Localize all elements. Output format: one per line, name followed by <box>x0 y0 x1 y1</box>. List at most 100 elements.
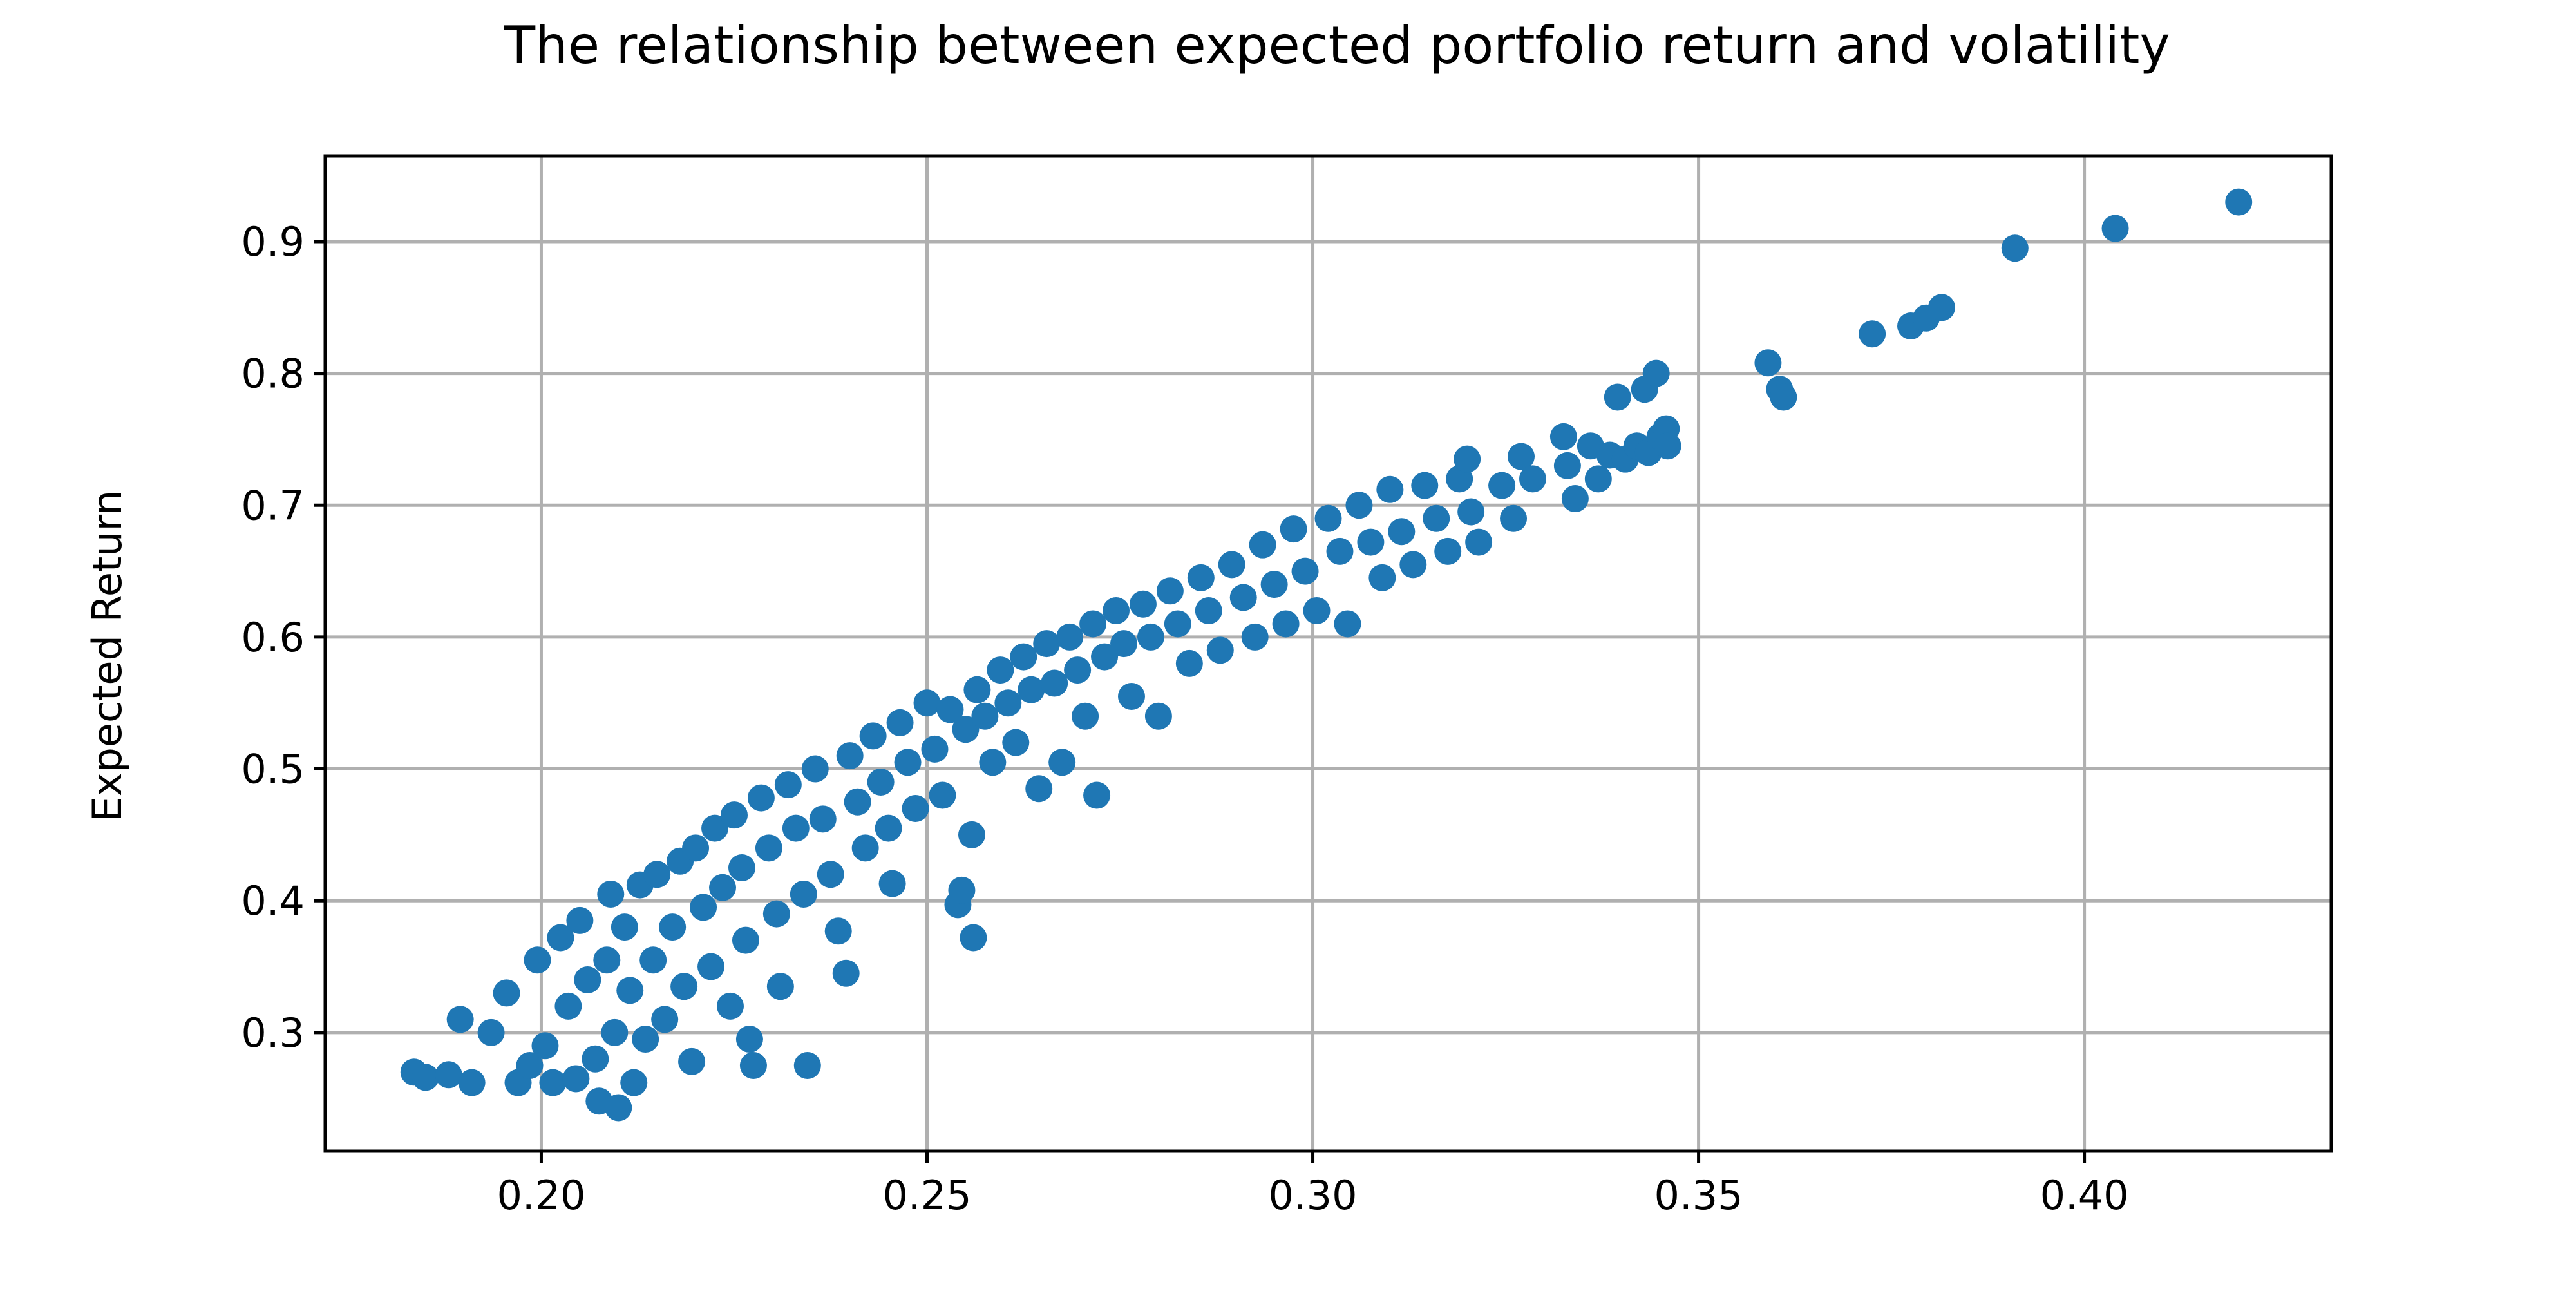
data-point <box>651 1006 679 1033</box>
data-point <box>1654 432 1681 460</box>
data-point <box>886 709 914 736</box>
x-tick-label: 0.30 <box>1269 1172 1358 1219</box>
data-point <box>1357 528 1385 556</box>
data-point <box>1137 623 1164 651</box>
x-tick-label: 0.20 <box>497 1172 585 1219</box>
y-axis-label: Expected Return <box>84 490 131 822</box>
data-point <box>867 769 895 796</box>
data-point <box>1156 577 1184 605</box>
data-point <box>574 966 601 993</box>
data-point <box>1195 597 1222 624</box>
y-tick-label: 0.8 <box>241 350 305 397</box>
axis-ticks: 0.20 0.25 0.30 0.35 0.40 0.3 0.4 0.5 0.6 0.7 0.8 0.… <box>241 218 2128 1219</box>
data-point <box>755 834 782 862</box>
data-point <box>516 1051 544 1079</box>
data-point <box>1187 564 1215 591</box>
data-point <box>1091 643 1119 671</box>
data-point <box>524 946 551 974</box>
data-point <box>960 924 987 952</box>
data-point <box>720 801 748 829</box>
data-point <box>732 926 759 954</box>
data-point <box>913 689 941 717</box>
data-point <box>709 874 737 901</box>
data-point <box>929 781 956 809</box>
data-point <box>859 722 887 750</box>
data-point <box>844 788 871 816</box>
data-point <box>477 1018 505 1046</box>
data-point <box>1291 557 1319 585</box>
data-point <box>739 1051 767 1079</box>
data-point <box>682 834 710 862</box>
data-point <box>1345 492 1373 519</box>
data-point <box>566 906 594 934</box>
data-point <box>958 821 985 848</box>
data-point <box>1770 383 1797 411</box>
data-point <box>1241 623 1269 651</box>
data-point <box>639 946 667 974</box>
data-point <box>1642 359 1670 387</box>
data-point <box>902 794 929 822</box>
data-point <box>728 854 755 882</box>
data-point <box>1110 630 1138 658</box>
data-point <box>1488 472 1516 499</box>
data-point <box>936 696 964 723</box>
data-point <box>1117 683 1145 711</box>
data-point <box>1129 590 1157 618</box>
data-point <box>994 689 1022 717</box>
data-point <box>1280 515 1307 543</box>
data-point <box>593 946 621 974</box>
data-point <box>1083 781 1111 809</box>
data-point <box>1423 504 1450 532</box>
data-point <box>1561 485 1589 513</box>
y-tick-label: 0.7 <box>241 482 305 529</box>
data-point <box>790 880 817 908</box>
data-point <box>446 1006 474 1033</box>
data-point <box>582 1045 609 1073</box>
x-tick-label: 0.40 <box>2040 1172 2129 1219</box>
data-point <box>963 676 991 703</box>
data-point <box>562 1065 590 1093</box>
chart-title: The relationship between expected portfo… <box>503 15 2170 75</box>
data-point <box>1584 465 1612 493</box>
x-tick-label: 0.25 <box>882 1172 971 1219</box>
data-point <box>435 1061 462 1089</box>
data-point <box>493 979 520 1007</box>
data-point <box>1604 383 1631 411</box>
data-point <box>1376 475 1404 503</box>
data-point <box>659 913 687 941</box>
data-point <box>782 814 810 842</box>
data-point <box>1457 498 1485 526</box>
data-point <box>801 755 829 783</box>
data-point <box>1434 537 1462 565</box>
data-point <box>952 716 980 743</box>
data-point <box>1010 643 1037 671</box>
data-point <box>2225 188 2253 216</box>
data-point <box>1334 610 1361 638</box>
data-point <box>894 749 922 776</box>
data-point <box>632 1026 659 1053</box>
y-tick-label: 0.3 <box>241 1009 305 1057</box>
data-point <box>547 924 574 952</box>
data-point <box>701 814 729 842</box>
data-point <box>921 735 949 763</box>
data-point <box>605 1094 632 1122</box>
data-point <box>1206 636 1234 664</box>
data-point <box>620 1069 648 1096</box>
plot-frame <box>323 154 2333 1153</box>
data-point <box>832 959 860 987</box>
data-point <box>1314 504 1342 532</box>
data-point <box>1927 294 1955 321</box>
y-tick-label: 0.5 <box>241 746 305 793</box>
data-point <box>948 876 976 904</box>
x-tick-label: 0.35 <box>1654 1172 1743 1219</box>
data-point <box>1103 597 1130 624</box>
data-point <box>1411 472 1439 499</box>
data-point <box>597 880 625 908</box>
data-point <box>716 992 744 1020</box>
data-point <box>1048 749 1076 776</box>
data-point <box>1144 702 1172 730</box>
data-points <box>400 188 2253 1122</box>
data-point <box>2001 234 2029 262</box>
data-point <box>1549 423 1577 450</box>
